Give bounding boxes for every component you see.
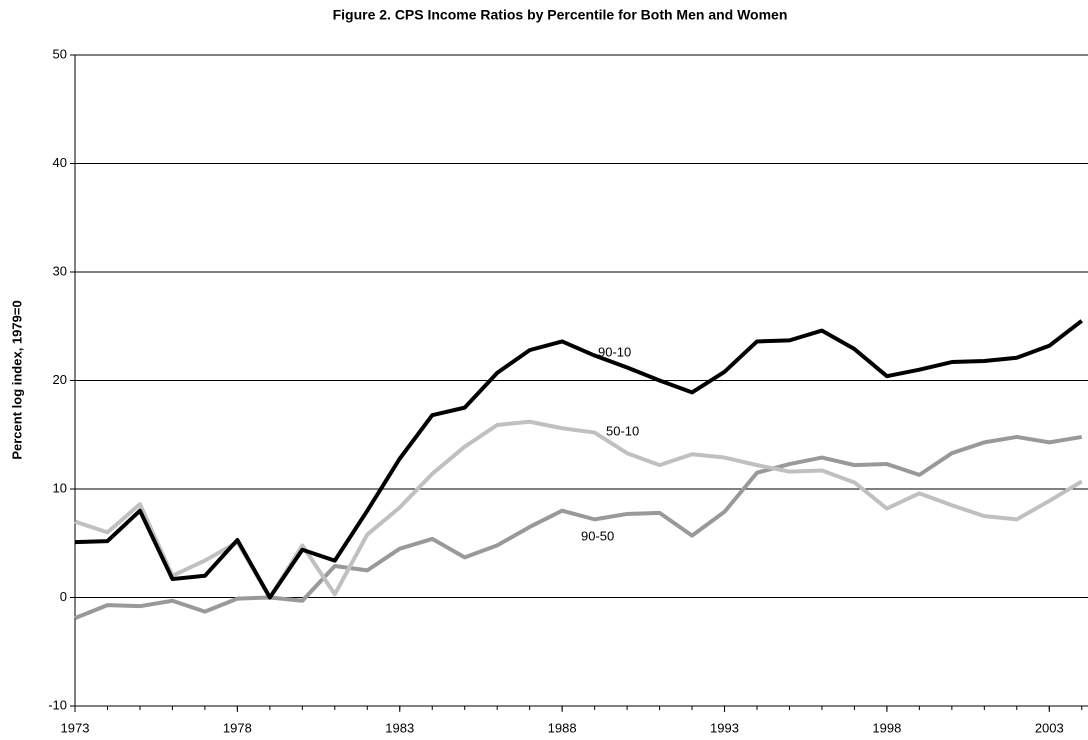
x-tick-label: 1983 [385, 720, 414, 735]
x-tick-label: 2003 [1035, 720, 1064, 735]
y-tick-label: 30 [53, 263, 67, 278]
y-axis-label: Percent log index, 1979=0 [9, 300, 24, 459]
x-tick-label: 1993 [710, 720, 739, 735]
series-annotation: 90-10 [598, 344, 631, 359]
series-line [74, 434, 1083, 620]
y-tick-label: 20 [53, 372, 67, 387]
x-tick-label: 1973 [61, 720, 90, 735]
series-line [74, 419, 1083, 600]
x-tick-label: 1978 [223, 720, 252, 735]
y-tick-label: 50 [53, 46, 67, 61]
y-tick-label: 10 [53, 480, 67, 495]
y-tick-label: 0 [60, 589, 67, 604]
y-tick-label: 40 [53, 155, 67, 170]
x-tick-label: 1988 [548, 720, 577, 735]
series-line [74, 319, 1083, 600]
series-annotation: 90-50 [581, 528, 614, 543]
y-tick-label: -10 [48, 697, 67, 712]
chart-title: Figure 2. CPS Income Ratios by Percentil… [333, 7, 788, 23]
series-annotation: 50-10 [606, 423, 639, 438]
x-tick-label: 1998 [872, 720, 901, 735]
